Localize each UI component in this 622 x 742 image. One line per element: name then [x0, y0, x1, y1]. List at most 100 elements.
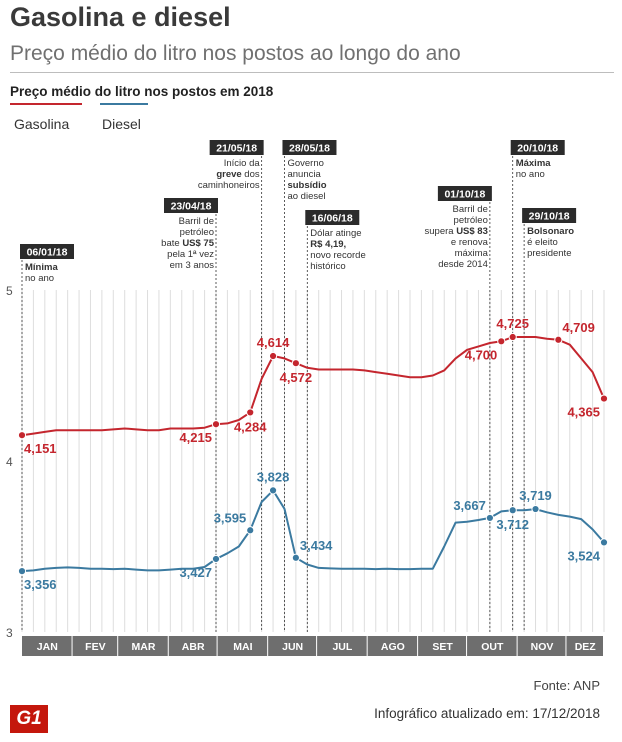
annotation-date-box	[437, 186, 492, 201]
data-label: 3,427	[179, 565, 212, 580]
annotation-date: 16/06/18	[312, 213, 353, 225]
annotation-text: anuncia	[287, 169, 321, 180]
data-point	[599, 538, 609, 547]
month-cell	[217, 636, 268, 656]
data-label: 3,524	[567, 548, 600, 563]
annotation-text: presidente	[527, 248, 571, 259]
data-point	[508, 506, 517, 515]
series-line-diesel	[21, 489, 605, 573]
data-label: 3,356	[24, 577, 57, 592]
title-divider	[10, 72, 614, 73]
annotation-text: Barril de	[453, 204, 488, 215]
source-note: Fonte: ANP	[533, 678, 600, 693]
month-cell	[566, 636, 603, 656]
annotation-text: ao diesel	[287, 191, 325, 202]
g1-logo: G1	[10, 705, 48, 733]
legend-diesel-label: Diesel	[102, 116, 141, 132]
annotation-text: é eleito	[527, 237, 558, 248]
annotation-text: greve dos	[216, 169, 260, 180]
annotation-text: petróleo	[180, 227, 214, 238]
data-label: 3,667	[453, 498, 486, 513]
annotation-text: supera US$ 83	[425, 226, 488, 237]
annotation-text: novo recorde	[310, 250, 365, 261]
legend-gasolina-swatch	[10, 103, 82, 105]
annotation-date-box	[282, 140, 337, 155]
data-label: 3,712	[496, 517, 529, 532]
annotation-text: máxima	[455, 248, 489, 259]
data-point	[211, 420, 221, 429]
annotation-text: Bolsonaro	[527, 226, 574, 237]
annotation-text: Máxima	[516, 158, 552, 169]
month-cell	[467, 636, 517, 656]
y-tick-label: 5	[6, 284, 13, 298]
data-label: 4,572	[280, 370, 313, 385]
data-label: 4,215	[179, 430, 212, 445]
data-label: 4,725	[496, 316, 529, 331]
month-label: SET	[432, 641, 453, 653]
data-label: 4,709	[562, 320, 595, 335]
data-point	[246, 408, 255, 417]
annotation-date: 29/10/18	[529, 211, 570, 223]
data-label: 4,284	[234, 419, 267, 434]
y-tick-label: 4	[6, 455, 13, 469]
data-label: 3,719	[519, 488, 552, 503]
data-point	[291, 553, 300, 562]
series-line-gasolina	[21, 336, 605, 437]
annotation-text: subsídio	[287, 180, 326, 191]
month-label: JAN	[37, 641, 58, 653]
chart-subtitle: Preço médio do litro nos postos ao longo…	[10, 42, 461, 65]
data-label: 4,700	[465, 347, 498, 362]
data-label: 3,595	[214, 510, 247, 525]
plot-title: Preço médio do litro nos postos em 2018	[10, 84, 274, 99]
annotation-date-box	[510, 140, 565, 155]
annotation-text: Barril de	[179, 216, 214, 227]
month-label: OUT	[481, 641, 504, 653]
annotation-date-box	[20, 244, 74, 259]
data-label: 4,151	[24, 441, 57, 456]
data-point	[485, 513, 494, 523]
data-point	[497, 337, 506, 346]
data-label: 3,434	[300, 538, 333, 553]
annotation-text: no ano	[516, 169, 545, 180]
month-label: NOV	[531, 641, 554, 653]
month-label: ABR	[182, 641, 205, 653]
annotation-text: caminhoneiros	[198, 180, 260, 191]
annotation-text: petróleo	[454, 215, 488, 226]
annotation-text: Início da	[224, 158, 261, 169]
updated-note: Infográfico atualizado em: 17/12/2018	[374, 706, 600, 721]
data-point	[268, 351, 278, 361]
month-label: MAR	[132, 641, 156, 653]
month-label: JUL	[332, 641, 352, 653]
data-point	[268, 486, 278, 495]
data-label: 4,614	[257, 335, 290, 350]
month-cell	[268, 636, 317, 656]
data-point	[17, 567, 27, 576]
annotation-text: histórico	[310, 261, 345, 272]
annotation-date: 06/01/18	[27, 247, 68, 259]
annotation-date-box	[305, 210, 360, 225]
data-point	[531, 504, 540, 514]
annotation-date: 01/10/18	[444, 189, 485, 201]
month-cell	[367, 636, 418, 656]
month-cell	[118, 636, 168, 656]
month-cell	[418, 636, 467, 656]
annotation-text: e renova	[451, 237, 489, 248]
month-cell	[22, 636, 72, 656]
annotation-date: 23/04/18	[171, 201, 212, 213]
legend-gasolina-label: Gasolina	[14, 116, 70, 132]
annotation-date-box	[164, 198, 218, 213]
annotation-date-box	[522, 208, 577, 223]
annotation-date: 21/05/18	[216, 143, 257, 155]
data-label: 4,365	[567, 405, 600, 420]
data-point	[211, 554, 221, 564]
month-label: JUN	[282, 641, 303, 653]
month-cell	[72, 636, 118, 656]
annotation-date-box	[209, 140, 264, 155]
data-point	[599, 394, 609, 403]
